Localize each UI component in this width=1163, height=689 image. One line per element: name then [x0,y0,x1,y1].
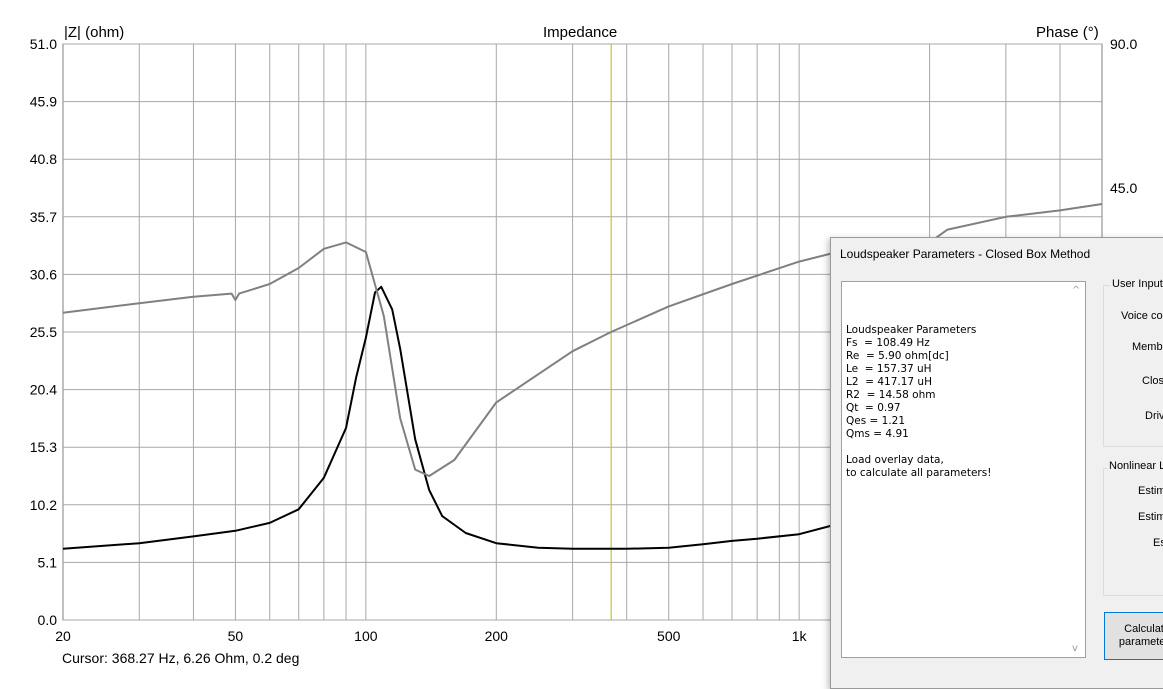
closed-box-dialog[interactable]: Loudspeaker Parameters - Closed Box Meth… [830,237,1163,689]
right-axis-label: Phase (°) [1036,24,1099,41]
y-left-tick-label: 0.0 [38,612,58,628]
result-line: Qt = 0.97 [846,402,901,414]
scroll-up-icon[interactable]: ^ [1072,285,1081,296]
x-tick-label: 200 [485,628,509,644]
nonlinear-label: Nonlinear L [1107,460,1163,472]
field-label-membrane: Membr [1132,341,1163,353]
result-line: Load overlay data, [846,454,944,466]
x-tick-label: 50 [228,628,244,644]
parameters-results-box[interactable]: ^ v Loudspeaker Parameters Fs = 108.49 Hz… [841,281,1086,658]
x-tick-label: 100 [354,628,378,644]
y-left-tick-label: 30.6 [30,266,57,282]
scroll-down-icon[interactable]: v [1072,643,1078,654]
x-tick-label: 500 [657,628,681,644]
left-axis-label: |Z| (ohm) [64,24,125,41]
x-tick-label: 1k [792,628,808,644]
x-tick-label: 20 [55,628,71,644]
user-input-label: User Input [1110,278,1163,290]
result-line: Le = 157.37 uH [846,363,932,375]
y-left-tick-label: 5.1 [38,554,58,570]
dialog-title: Loudspeaker Parameters - Closed Box Meth… [840,247,1091,261]
results-scrollbar[interactable]: ^ v [1069,282,1085,657]
field-label-closed: Clos [1142,375,1163,387]
result-line: L2 = 417.17 uH [846,376,932,388]
calculate-parameters-button[interactable]: Calculat parameter [1104,612,1163,660]
field-label-voice-coil: Voice coil [1121,310,1163,322]
y-left-tick-label: 35.7 [30,209,57,225]
y-left-tick-label: 10.2 [30,497,57,513]
result-line: to calculate all parameters! [846,467,992,479]
y-left-tick-label: 20.4 [30,382,57,398]
y-left-tick-label: 15.3 [30,439,57,455]
result-line: Qes = 1.21 [846,415,906,427]
y-right-tick-label: 45.0 [1110,180,1137,196]
result-line: Loudspeaker Parameters [846,324,977,336]
y-left-tick-label: 51.0 [30,36,57,52]
field-label-estimate-1: Estim [1138,485,1163,497]
result-line: Fs = 108.49 Hz [846,337,930,349]
field-label-estimate-3: Es [1153,537,1163,549]
y-left-tick-label: 45.9 [30,94,57,110]
field-label-estimate-2: Estim [1138,511,1163,523]
chart-title: Impedance [543,24,618,41]
field-label-driver: Driv [1145,410,1163,422]
y-left-tick-label: 40.8 [30,151,57,167]
result-line: Re = 5.90 ohm[dc] [846,350,949,362]
result-line [846,441,1081,454]
y-right-tick-label: 90.0 [1110,36,1137,52]
cursor-readout: Cursor: 368.27 Hz, 6.26 Ohm, 0.2 deg [62,650,300,666]
result-line: R2 = 14.58 ohm [846,389,936,401]
result-line: Qms = 4.91 [846,428,909,440]
y-left-tick-label: 25.5 [30,324,57,340]
